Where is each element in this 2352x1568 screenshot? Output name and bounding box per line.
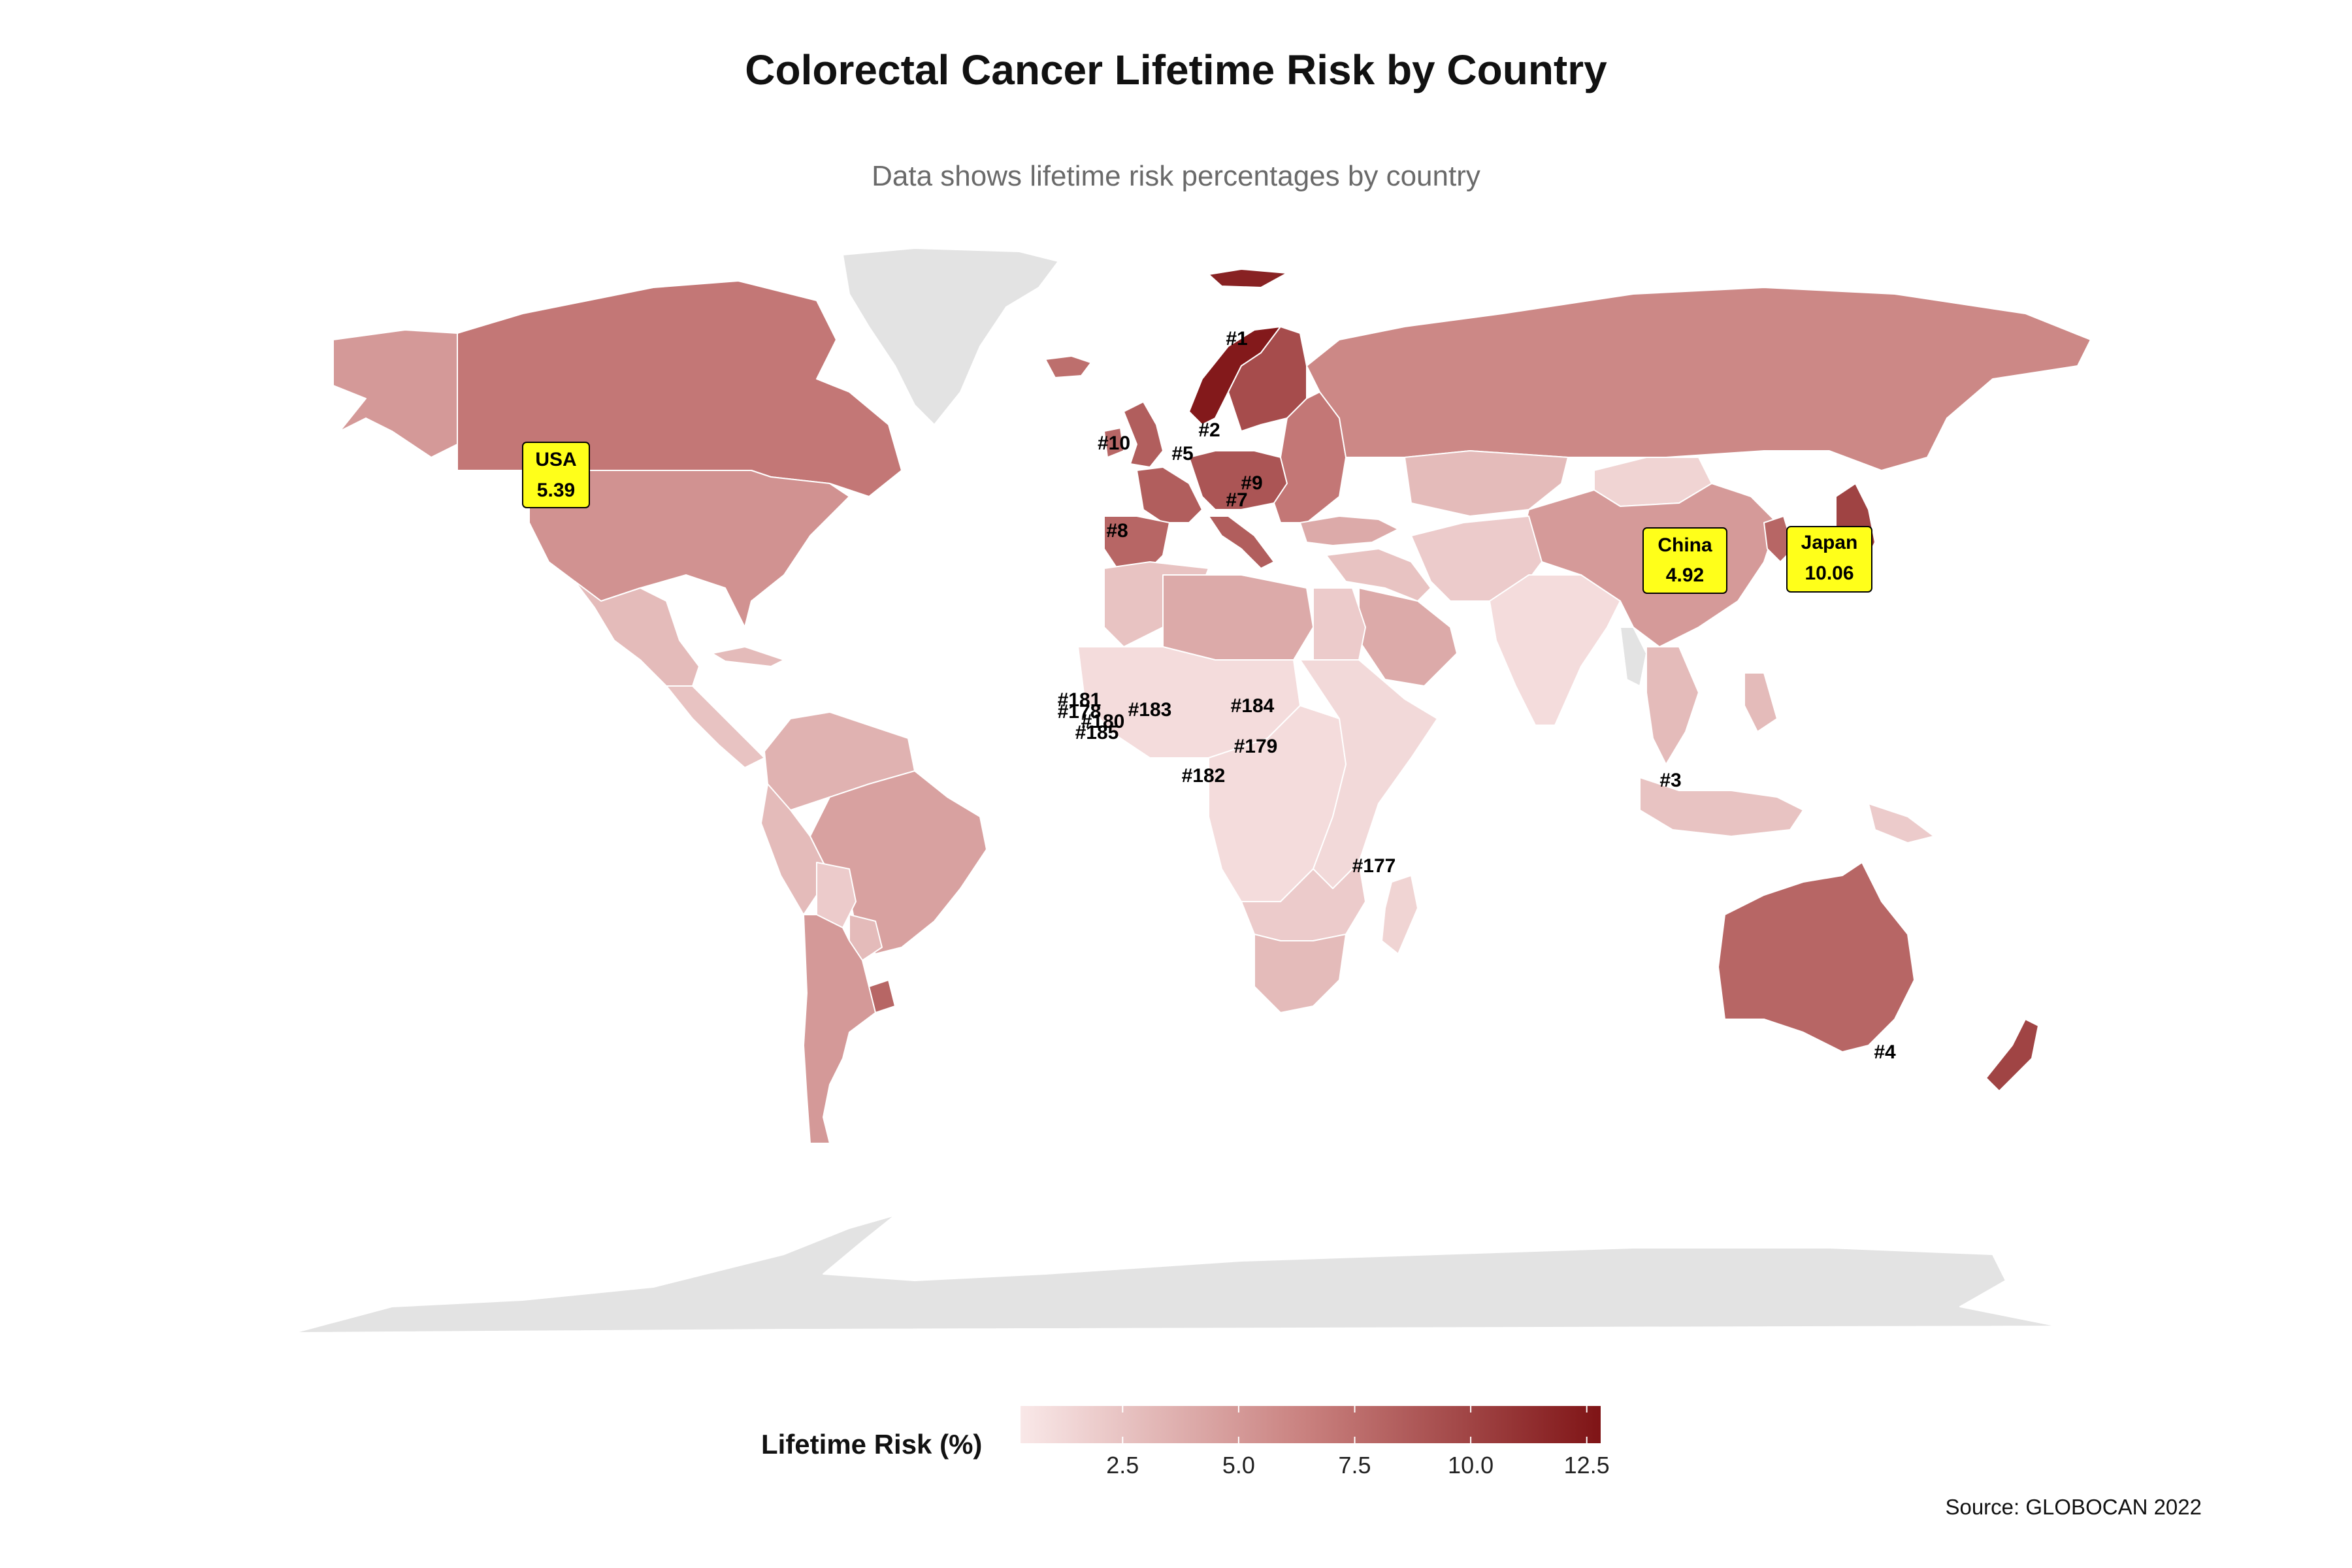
region-usa <box>529 470 850 628</box>
region-saudi-arabia <box>1358 587 1458 687</box>
region-philippines <box>1744 672 1778 732</box>
region-greenland <box>842 248 1059 425</box>
region-russia <box>1306 287 2091 471</box>
callout-value: 4.92 <box>1666 564 1704 586</box>
region-madagascar <box>1381 875 1418 955</box>
region-ireland <box>1103 427 1124 458</box>
region-new-zealand <box>1985 1019 2039 1092</box>
rank-label: #181 <box>1058 689 1102 711</box>
callout-country: USA <box>535 449 576 470</box>
callout-box <box>522 442 590 508</box>
rank-label: #177 <box>1352 855 1396 877</box>
region-southeast-asia <box>1646 646 1699 765</box>
rank-label: #10 <box>1098 433 1130 454</box>
region-mexico <box>574 581 700 687</box>
region-svalbard <box>1208 269 1288 288</box>
callout-box <box>1786 526 1872 593</box>
region-algeria-libya <box>1162 574 1314 661</box>
legend-tick-label: 5.0 <box>1222 1452 1255 1478</box>
legend-ticks: 2.5 5.0 7.5 10.0 12.5 <box>1106 1406 1610 1478</box>
legend-tick-label: 12.5 <box>1564 1452 1610 1478</box>
legend-colorbar <box>1021 1406 1601 1443</box>
callout-japan: Japan 10.06 <box>1786 526 1872 593</box>
callout-box <box>1642 527 1727 594</box>
region-india <box>1489 574 1621 726</box>
region-alaska <box>333 329 458 458</box>
region-central-america <box>666 685 765 768</box>
rank-label: #4 <box>1874 1041 1896 1063</box>
rank-label: #9 <box>1241 472 1262 494</box>
region-italy <box>1208 515 1275 569</box>
rank-label: #2 <box>1198 419 1220 441</box>
region-south-africa <box>1254 934 1347 1013</box>
region-indonesia <box>1639 777 1804 837</box>
region-france <box>1136 466 1203 523</box>
callout-country: China <box>1658 534 1712 556</box>
highlight-callouts: USA 5.39 China 4.92 Japan 10.06 <box>522 442 1872 594</box>
callout-country: Japan <box>1801 532 1858 553</box>
callout-value: 5.39 <box>537 480 575 501</box>
region-kazakhstan <box>1404 450 1569 517</box>
source-note: Source: GLOBOCAN 2022 <box>1945 1495 2202 1519</box>
region-png <box>1868 803 1935 843</box>
region-middle-east <box>1326 548 1431 602</box>
callout-usa: USA 5.39 <box>522 442 590 508</box>
region-egypt <box>1313 587 1366 661</box>
region-myanmar <box>1620 627 1647 687</box>
callout-china: China 4.92 <box>1642 527 1727 594</box>
rank-label: #183 <box>1128 699 1172 721</box>
region-argentina-chile <box>803 914 876 1144</box>
rank-label: #185 <box>1075 722 1119 743</box>
rank-label: #3 <box>1659 770 1681 791</box>
rank-label: #8 <box>1106 520 1128 542</box>
rank-label: #182 <box>1182 765 1226 787</box>
rank-label: #1 <box>1226 328 1247 350</box>
region-cuba <box>711 646 785 667</box>
region-australia <box>1718 862 1915 1053</box>
region-antarctica <box>293 1215 2059 1333</box>
rank-label: #179 <box>1234 736 1278 757</box>
rank-label: #178 <box>1058 701 1102 723</box>
rank-label: #184 <box>1231 695 1275 717</box>
chart-title: Colorectal Cancer Lifetime Risk by Count… <box>745 46 1607 93</box>
legend-tick-label: 2.5 <box>1106 1452 1139 1478</box>
region-iceland <box>1045 355 1092 378</box>
legend-tick-label: 10.0 <box>1448 1452 1494 1478</box>
rank-labels: #1 #2 #3 #4 #5 #7 #8 #9 #10 #177 #179 #1… <box>1058 328 1896 1063</box>
callout-value: 10.06 <box>1805 563 1854 584</box>
rank-label: #180 <box>1081 711 1125 732</box>
legend: 2.5 5.0 7.5 10.0 12.5 <box>1021 1406 1610 1478</box>
country-regions <box>293 248 2091 1333</box>
legend-title: Lifetime Risk (%) <box>761 1429 983 1460</box>
region-turkey <box>1299 515 1399 546</box>
region-eastern-europe <box>1273 391 1347 523</box>
chart-subtitle: Data shows lifetime risk percentages by … <box>872 160 1480 192</box>
legend-tick-label: 7.5 <box>1338 1452 1371 1478</box>
rank-label: #5 <box>1171 443 1193 465</box>
region-paraguay <box>849 914 883 961</box>
region-uk <box>1123 401 1164 468</box>
rank-label: #7 <box>1226 489 1247 511</box>
